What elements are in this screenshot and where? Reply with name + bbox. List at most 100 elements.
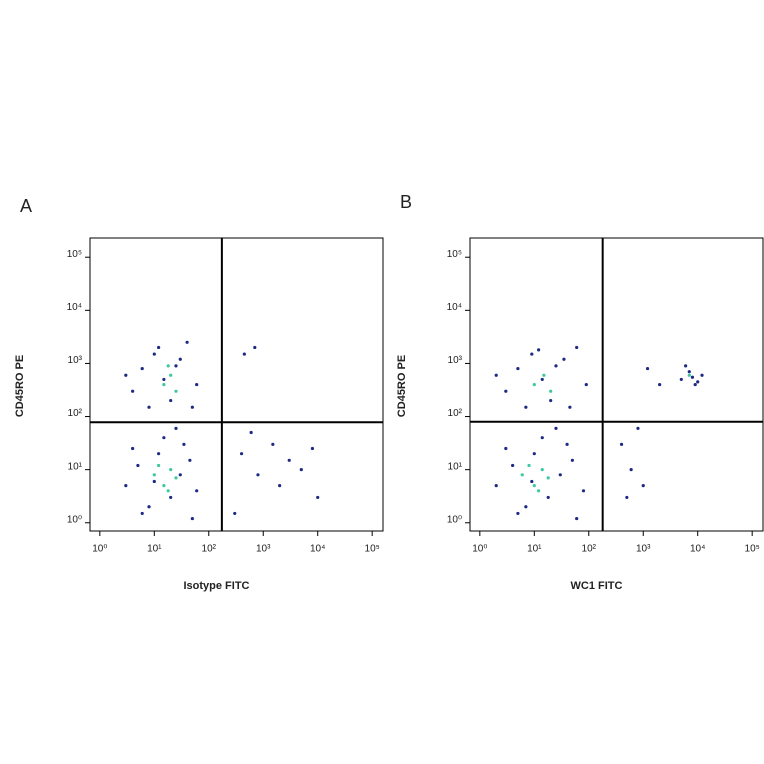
event-point	[162, 484, 166, 488]
x-tick-label: 10¹	[527, 544, 542, 555]
event-point	[185, 340, 189, 344]
event-point	[131, 446, 135, 451]
event-point	[549, 389, 553, 393]
event-point	[504, 446, 508, 451]
y-axis-title: CD45RO PE	[396, 355, 408, 417]
event-point	[287, 458, 291, 462]
panel-label: B	[400, 192, 412, 212]
event-point	[136, 463, 140, 468]
y-tick-label: 10²	[448, 408, 463, 419]
event-point	[530, 479, 534, 484]
event-point	[253, 345, 257, 350]
y-axis-title: CD45RO PE	[14, 355, 26, 417]
event-point	[696, 380, 700, 384]
y-tick-label: 10⁴	[67, 302, 82, 313]
plot-frame	[469, 237, 764, 532]
x-axis-title: WC1 FITC	[571, 580, 623, 592]
event-point	[316, 495, 320, 500]
event-point	[516, 511, 520, 516]
x-tick-label: 10¹	[147, 544, 162, 555]
x-tick-label: 10⁵	[365, 544, 380, 555]
y-tick-label: 10¹	[448, 461, 463, 472]
y-tick-label: 10²	[68, 408, 83, 419]
event-point	[524, 505, 528, 509]
x-tick-label: 10⁴	[690, 544, 705, 555]
event-point	[524, 405, 528, 409]
event-point	[169, 398, 173, 403]
y-tick-label: 10⁰	[447, 514, 462, 525]
event-point	[174, 389, 178, 393]
event-point	[575, 516, 579, 521]
y-tick-label: 10³	[68, 355, 83, 366]
event-point	[256, 473, 260, 477]
event-point	[540, 468, 544, 472]
event-point	[554, 426, 558, 430]
panel-label: A	[20, 196, 32, 216]
x-tick-label: 10³	[636, 544, 651, 555]
event-point	[684, 364, 688, 368]
event-point	[570, 458, 574, 462]
event-point	[169, 495, 173, 500]
event-point	[242, 352, 246, 356]
event-point	[540, 436, 544, 440]
event-point	[152, 352, 156, 356]
event-point	[641, 484, 645, 488]
event-point	[310, 446, 315, 451]
event-point	[494, 484, 498, 488]
event-point	[278, 484, 282, 488]
event-point	[157, 463, 161, 468]
event-point	[239, 452, 244, 456]
event-point	[549, 398, 553, 403]
x-tick-label: 10²	[582, 544, 597, 555]
event-point	[532, 484, 536, 488]
event-point	[575, 345, 579, 350]
event-point	[511, 463, 515, 468]
event-point	[271, 442, 275, 446]
event-point	[195, 489, 199, 493]
event-point	[162, 377, 166, 382]
event-point	[562, 357, 566, 361]
event-point	[693, 382, 697, 387]
event-point	[527, 463, 531, 468]
event-point	[542, 373, 546, 377]
event-point	[195, 382, 199, 387]
event-point	[182, 442, 186, 446]
event-point	[188, 458, 192, 462]
event-point	[299, 468, 303, 472]
event-point	[581, 489, 586, 493]
event-point	[625, 495, 629, 500]
event-point	[494, 373, 498, 377]
event-point	[700, 373, 704, 377]
event-point	[532, 452, 536, 456]
event-point	[233, 511, 237, 516]
plot-frame	[89, 237, 384, 532]
y-tick-label: 10⁵	[447, 249, 462, 260]
event-point	[174, 476, 178, 480]
event-point	[584, 382, 588, 387]
x-tick-label: 10²	[202, 544, 217, 555]
event-point	[178, 357, 182, 361]
event-point	[131, 389, 135, 393]
event-point	[166, 364, 170, 368]
event-point	[520, 473, 524, 477]
x-tick-label: 10³	[256, 544, 271, 555]
event-point	[516, 366, 520, 371]
event-point	[190, 516, 194, 521]
event-point	[619, 442, 624, 446]
x-axis-title: Isotype FITC	[183, 580, 249, 592]
y-tick-label: 10¹	[68, 461, 83, 472]
event-point	[530, 352, 534, 356]
event-point	[166, 489, 170, 493]
event-point	[690, 375, 695, 379]
event-point	[152, 473, 156, 477]
event-point	[152, 479, 156, 484]
event-point	[687, 370, 691, 374]
event-point	[169, 373, 173, 377]
event-point	[687, 373, 691, 377]
event-point	[540, 377, 544, 382]
event-point	[537, 489, 541, 493]
event-point	[645, 366, 650, 371]
x-tick-label: 10⁰	[92, 544, 107, 555]
event-point	[147, 505, 151, 509]
x-tick-label: 10⁴	[310, 544, 325, 555]
